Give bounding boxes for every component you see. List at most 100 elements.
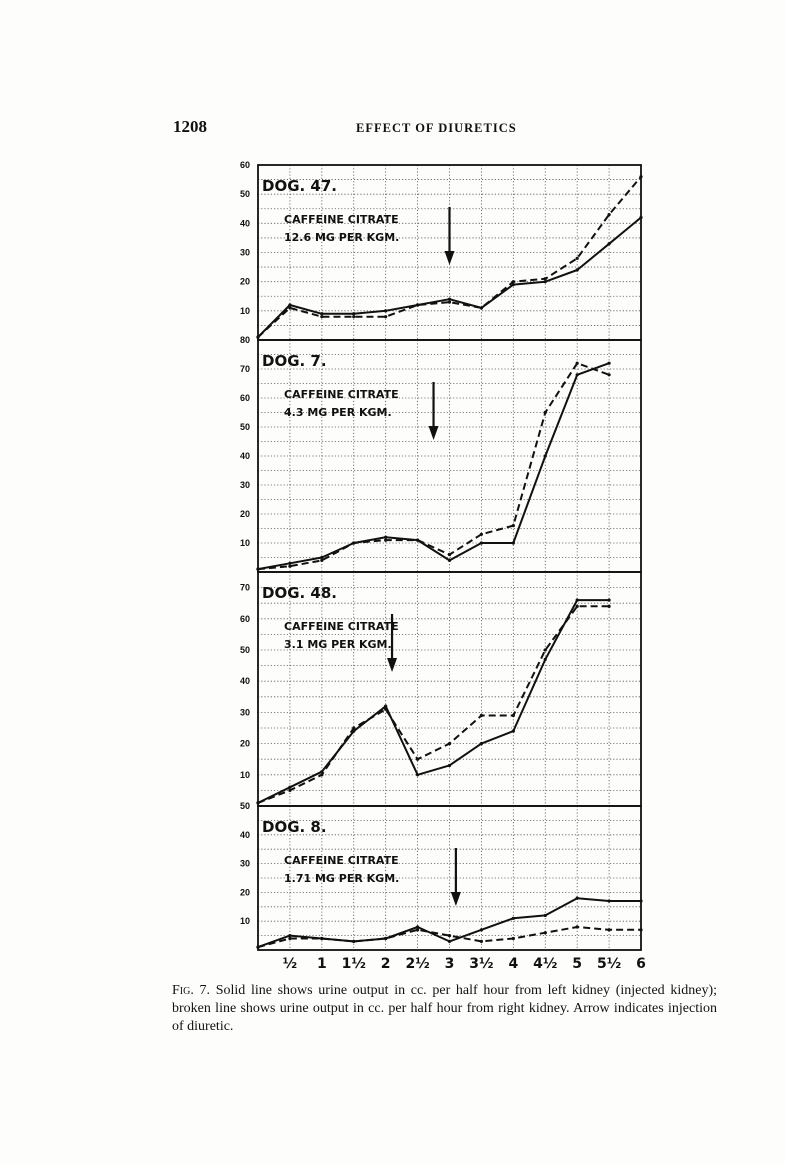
y-tick-label: 30: [240, 707, 250, 717]
caption-label: Fig. 7.: [172, 983, 211, 998]
data-point: [447, 934, 452, 938]
y-tick-label: 30: [240, 480, 250, 490]
data-point: [384, 535, 388, 539]
data-point: [415, 928, 420, 932]
data-point: [575, 896, 579, 900]
data-point: [607, 604, 611, 608]
data-point: [415, 303, 420, 307]
data-point: [511, 713, 515, 718]
chart-panel-1: 10 20 30 40 50 60 DOG. 47. CAFFEINE CITRATE 12.6…: [240, 160, 643, 341]
panel-title: DOG. 47.: [262, 177, 337, 195]
data-point: [511, 541, 515, 545]
x-tick-label: ½: [283, 956, 298, 970]
data-point: [479, 541, 484, 545]
data-point: [384, 707, 388, 711]
y-tick-label: 70: [240, 583, 250, 593]
y-tick-label: 10: [240, 770, 250, 780]
data-point: [352, 939, 356, 943]
y-tick-label: 40: [240, 830, 250, 840]
data-point: [447, 742, 452, 746]
data-point: [288, 561, 292, 565]
panel-title: DOG. 7.: [262, 352, 327, 370]
data-point: [511, 916, 515, 920]
data-point: [639, 899, 643, 903]
data-point: [607, 373, 611, 377]
data-point: [352, 312, 356, 316]
data-point: [511, 282, 515, 287]
data-point: [320, 773, 324, 777]
running-title: EFFECT OF DIURETICS: [356, 121, 517, 135]
data-point: [352, 726, 356, 730]
data-point: [288, 303, 292, 307]
data-point: [575, 925, 579, 929]
data-point: [288, 788, 292, 793]
panel-title: DOG. 48.: [262, 584, 337, 602]
data-point: [288, 934, 292, 938]
data-point: [543, 657, 547, 661]
data-point: [543, 931, 547, 935]
data-point: [320, 555, 324, 560]
data-point: [320, 558, 324, 563]
data-point: [479, 928, 484, 932]
y-tick-label: 20: [240, 739, 250, 749]
chart-panel-2: 10 20 30 40 50 60 70 80 DOG. 7. CAFFEINE CITRATE 4…: [240, 335, 642, 573]
data-point: [415, 538, 420, 542]
data-point: [511, 280, 515, 284]
data-point: [384, 538, 388, 542]
y-tick-label: 50: [240, 801, 250, 811]
y-tick-label: 40: [240, 218, 250, 228]
y-tick-label: 50: [240, 422, 250, 432]
data-point: [575, 373, 579, 377]
data-point: [447, 300, 452, 304]
data-point: [288, 306, 292, 310]
chart-panel-3: 10 20 30 40 50 60 70 DOG. 48. CAFFEINE CITRATE 3.…: [240, 571, 642, 807]
data-point: [607, 212, 611, 217]
data-point: [575, 268, 579, 272]
data-point: [384, 704, 388, 708]
data-point: [479, 306, 484, 310]
y-tick-label: 60: [240, 393, 250, 403]
series-left-kidney-solid: [257, 599, 610, 804]
data-point: [543, 913, 547, 918]
annotation-line: CAFFEINE CITRATE: [284, 213, 399, 226]
y-tick-label: 50: [240, 645, 250, 655]
data-point: [575, 361, 579, 365]
data-point: [288, 785, 292, 789]
data-point: [256, 567, 260, 571]
data-point: [447, 558, 452, 563]
x-axis-labels: ½ 1 1½ 2 2½ 3 3½ 4 4½ 5 5½ 6: [283, 956, 646, 970]
y-tick-label: 40: [240, 451, 250, 461]
data-point: [352, 315, 356, 319]
data-point: [479, 742, 484, 746]
data-point: [639, 175, 643, 179]
data-point: [384, 309, 388, 313]
figure-charts: 10 20 30 40 50 60 DOG. 47. CAFFEINE CITRATE 12.6…: [240, 160, 646, 970]
data-point: [543, 277, 547, 281]
data-point: [447, 297, 452, 301]
data-point: [256, 801, 260, 805]
x-tick-label: 6: [636, 956, 646, 970]
data-point: [288, 936, 292, 941]
data-point: [320, 315, 324, 319]
data-point: [511, 524, 515, 528]
y-tick-label: 60: [240, 160, 250, 170]
x-tick-label: 3: [445, 956, 455, 970]
figure-caption: Fig. 7. Solid line shows urine output in…: [172, 982, 717, 1036]
data-point: [575, 598, 579, 602]
data-point: [575, 256, 579, 260]
annotation-line: 12.6 MG PER KGM.: [284, 231, 399, 244]
y-tick-label: 30: [240, 859, 250, 869]
x-tick-label: 3½: [469, 956, 493, 970]
annotation-line: 1.71 MG PER KGM.: [284, 872, 399, 885]
data-point: [639, 928, 643, 932]
injection-arrow-head: [444, 251, 455, 265]
data-point: [479, 939, 484, 943]
y-tick-label: 20: [240, 887, 250, 897]
data-point: [447, 939, 452, 943]
x-tick-label: 1: [317, 956, 327, 970]
data-point: [415, 773, 420, 777]
y-tick-label: 50: [240, 189, 250, 199]
data-point: [543, 280, 547, 284]
data-point: [543, 410, 547, 415]
data-point: [543, 454, 547, 458]
